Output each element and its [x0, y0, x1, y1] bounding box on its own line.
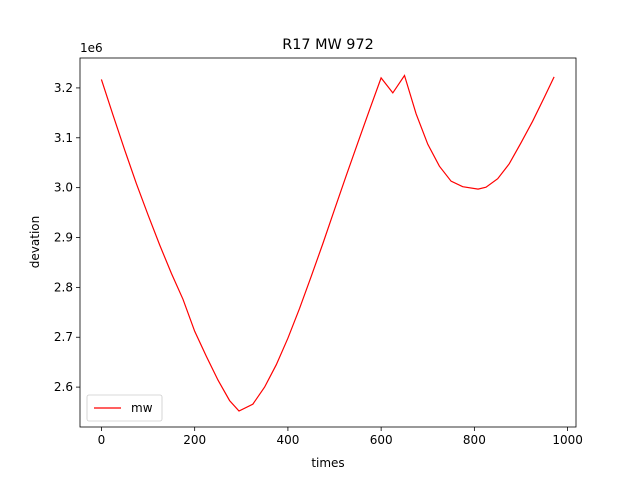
y-tick-label: 2.9 — [54, 231, 73, 245]
y-tick-label: 3.1 — [54, 131, 73, 145]
legend-frame — [86, 394, 163, 422]
y-tick-label: 2.8 — [54, 280, 73, 294]
x-tick-label: 200 — [183, 433, 206, 447]
legend: mw — [86, 394, 163, 422]
y-offset-label: 1e6 — [80, 41, 103, 55]
y-tick-label: 3.0 — [54, 181, 73, 195]
series-line-mw — [100, 74, 555, 412]
ticks-layer: 0 200 400 600 800 1000 2.6 2.7 2.8 2.9 3.0 3.1 3.2 — [54, 81, 583, 447]
x-tick-label: 400 — [276, 433, 299, 447]
y-tick-label: 2.6 — [54, 380, 73, 394]
y-tick-label: 2.7 — [54, 330, 73, 344]
chart-title: R17 MW 972 — [282, 37, 374, 53]
y-tick-label: 3.2 — [54, 81, 73, 95]
x-tick-label: 600 — [370, 433, 393, 447]
x-tick-label: 0 — [98, 433, 106, 447]
x-tick-label: 1000 — [552, 433, 583, 447]
y-axis-label: devation — [28, 216, 42, 268]
legend-label-mw: mw — [131, 401, 153, 415]
x-tick-label: 800 — [463, 433, 486, 447]
x-axis-label: times — [311, 456, 344, 470]
plot-area-frame — [79, 57, 577, 428]
